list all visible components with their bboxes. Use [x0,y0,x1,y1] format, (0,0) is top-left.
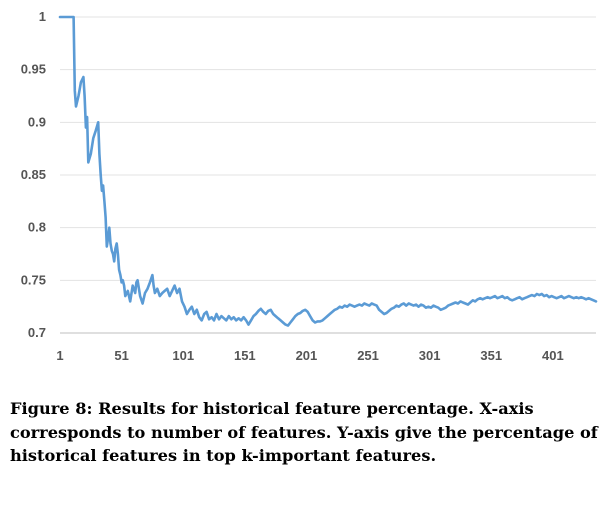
y-axis-ticks: 0.7 0.75 0.8 0.85 0.9 0.95 1 [21,9,46,340]
y-tick-label: 0.8 [28,220,46,235]
x-tick-label: 251 [357,348,379,363]
y-tick-label: 0.75 [21,272,46,287]
y-tick-label: 1 [39,9,46,24]
x-tick-label: 1 [56,348,63,363]
y-tick-label: 0.95 [21,62,46,77]
gridlines [60,16,596,334]
x-tick-label: 351 [480,348,502,363]
series-line [58,15,598,327]
x-tick-label: 401 [542,348,564,363]
series-layer [58,15,598,327]
x-tick-label: 51 [114,348,128,363]
y-tick-label: 0.85 [21,167,46,182]
x-tick-label: 151 [234,348,256,363]
y-tick-label: 0.7 [28,325,46,340]
x-axis-ticks: 1 51 101 151 201 251 301 351 401 [56,348,563,363]
line-chart: 0.70.750.80.850.90.951 1 51 101 151 201 251 30… [21,9,598,363]
figure-caption: Figure 8: Results for historical feature… [10,399,598,465]
x-tick-label: 301 [419,348,441,363]
y-tick-label: 0.9 [28,114,46,129]
x-tick-label: 201 [296,348,318,363]
x-tick-label: 101 [172,348,194,363]
